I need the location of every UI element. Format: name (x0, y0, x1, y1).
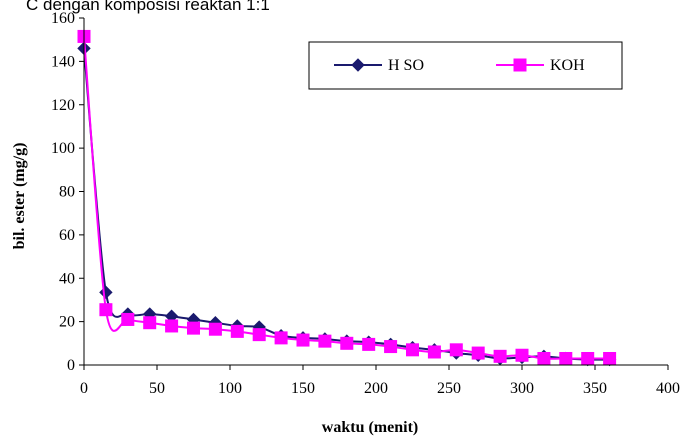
x-tick-label: 200 (364, 380, 388, 397)
x-tick-label: 350 (583, 380, 607, 397)
legend-label: KOH (550, 57, 585, 74)
data-point (165, 319, 179, 333)
data-point (449, 343, 463, 357)
data-point (406, 343, 419, 357)
y-tick-label: 140 (51, 53, 75, 70)
x-tick-label: 100 (218, 380, 242, 397)
data-point (493, 349, 507, 363)
x-tick-label: 50 (149, 380, 165, 397)
y-axis: 0 20 40 60 80 100 120 140 160 (51, 10, 85, 374)
series-2 (77, 29, 617, 365)
data-point (274, 331, 288, 345)
data-point (471, 346, 485, 360)
x-tick-label: 0 (80, 380, 88, 397)
data-point (515, 348, 529, 362)
legend: H SO KOH (308, 41, 623, 90)
series-line (83, 48, 610, 361)
data-point (230, 324, 244, 338)
data-point (99, 285, 113, 300)
data-point (252, 328, 266, 342)
y-axis-title: bil. ester (mg/g) (11, 143, 28, 250)
legend-marker (513, 58, 527, 72)
data-point (99, 303, 113, 317)
x-tick-label: 250 (437, 380, 461, 397)
x-tick-label: 300 (510, 380, 534, 397)
y-tick-label: 60 (59, 227, 75, 244)
data-point (362, 337, 376, 351)
plot-area (77, 29, 617, 367)
y-tick-label: 20 (59, 314, 75, 331)
y-tick-label: 40 (59, 270, 75, 287)
y-tick-label: 0 (67, 357, 75, 374)
x-tick-label: 150 (291, 380, 315, 397)
data-point (537, 351, 551, 365)
legend-label: H SO (388, 57, 424, 74)
legend-marker (351, 58, 365, 72)
y-tick-label: 100 (51, 140, 75, 157)
data-point (187, 321, 200, 335)
y-tick-label: 80 (59, 184, 75, 201)
data-point (318, 334, 332, 348)
x-axis: 0 50 100 150 200 250 300 350 400 (80, 364, 680, 397)
y-tick-label: 120 (51, 97, 75, 114)
data-point (581, 351, 595, 365)
data-point (121, 312, 135, 326)
data-point (603, 351, 617, 365)
data-point (384, 340, 398, 354)
x-axis-title: waktu (menit) (322, 419, 418, 436)
data-point (143, 316, 157, 330)
data-point (340, 336, 354, 350)
series-1 (77, 41, 617, 367)
data-point (427, 345, 441, 359)
data-point (559, 351, 573, 365)
data-point (296, 333, 310, 347)
y-tick-label: 160 (51, 10, 75, 27)
data-point (208, 322, 222, 336)
x-tick-label: 400 (656, 380, 680, 397)
chart-caption: C dengan komposisi reaktan 1:1 (26, 0, 270, 14)
